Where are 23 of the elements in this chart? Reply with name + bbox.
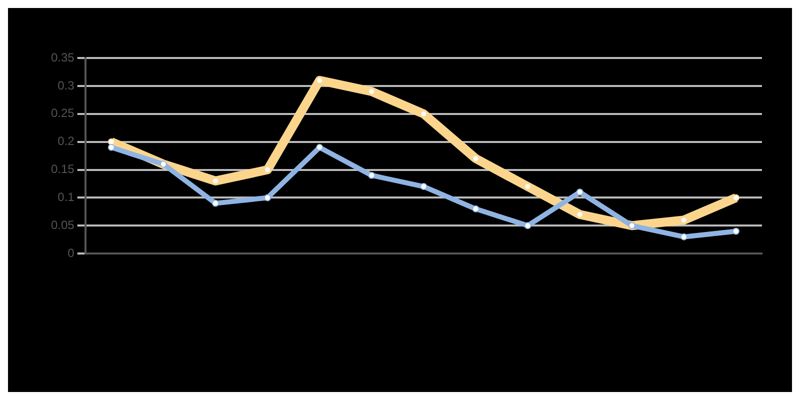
y-tick-label: 0.15 <box>50 162 75 176</box>
point <box>524 222 532 230</box>
point <box>576 188 584 196</box>
y-tick-label: 0.35 <box>50 50 75 64</box>
y-tick-label: 0.25 <box>50 106 75 120</box>
point <box>420 183 428 190</box>
point <box>264 194 272 202</box>
point <box>732 228 740 235</box>
point <box>108 144 115 151</box>
point <box>212 200 219 207</box>
y-tick-label: 0.1 <box>58 190 75 204</box>
point <box>316 76 324 84</box>
point <box>472 155 480 162</box>
point <box>472 205 480 212</box>
point <box>368 172 376 179</box>
point <box>316 144 324 151</box>
point <box>680 216 688 224</box>
point <box>680 233 688 240</box>
point <box>420 110 428 118</box>
y-tick-label: 0.3 <box>58 78 75 92</box>
y-tick-label: 0.2 <box>58 134 75 148</box>
y-tick-label: 0 <box>68 246 75 260</box>
y-tick-label: 0.05 <box>50 218 75 232</box>
